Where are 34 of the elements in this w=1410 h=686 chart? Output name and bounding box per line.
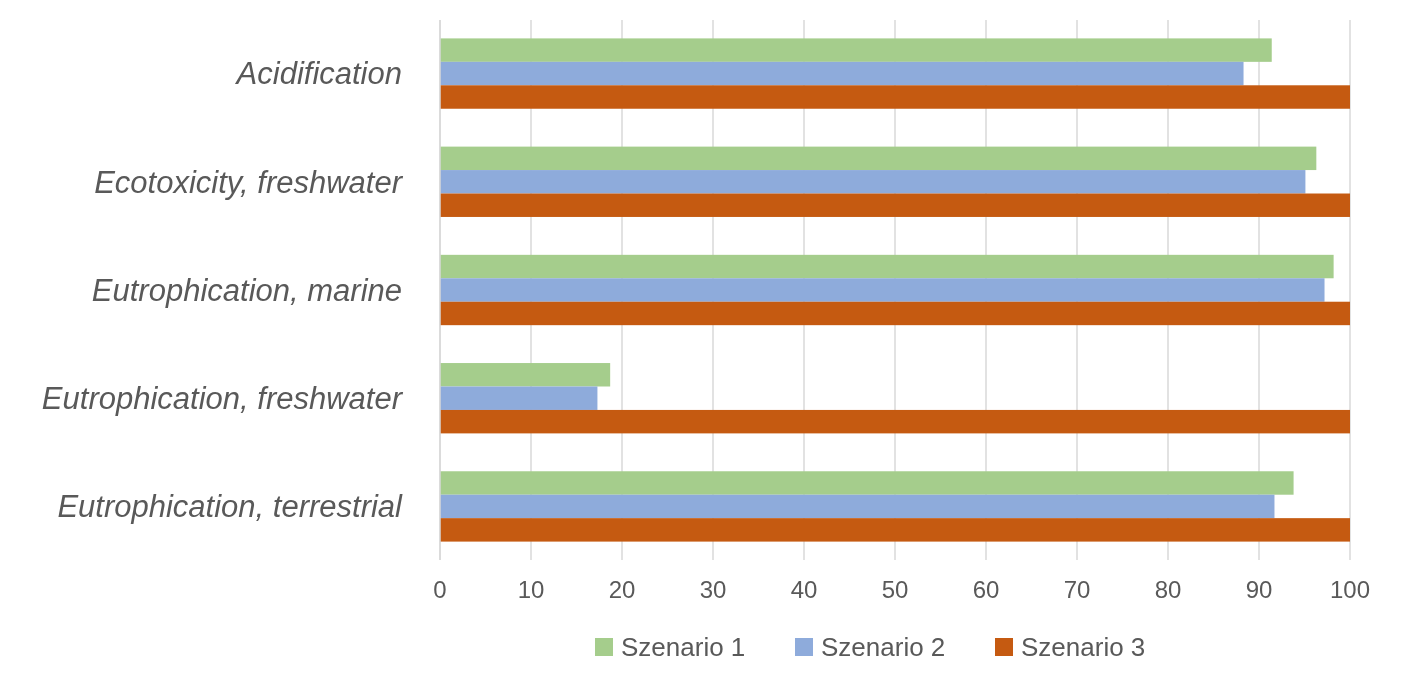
x-tick-label: 10 [517, 576, 545, 603]
y-tick-label: Eutrophication, freshwater [41, 381, 404, 417]
legend-label: Szenario 2 [821, 632, 946, 663]
bar [440, 38, 1272, 62]
bar [440, 386, 598, 410]
y-tick-label: Ecotoxicity, freshwater [94, 164, 404, 200]
bar [440, 193, 1350, 217]
x-tick-label: 40 [790, 576, 818, 603]
bar [440, 494, 1275, 519]
y-tick-label: Eutrophication, marine [91, 272, 402, 308]
bar [440, 170, 1306, 194]
x-tick-label: 80 [1154, 576, 1182, 603]
x-tick-label: 30 [699, 576, 727, 603]
bar [440, 61, 1244, 86]
bar [440, 301, 1350, 326]
x-tick-label: 90 [1245, 576, 1273, 603]
x-tick-label: 0 [433, 576, 447, 603]
bar [440, 146, 1317, 171]
x-tick-label: 50 [881, 576, 909, 603]
x-tick-label: 70 [1063, 576, 1091, 603]
x-tick-label: 20 [608, 576, 636, 603]
bar [440, 471, 1294, 495]
bar [440, 409, 1350, 434]
bar [440, 85, 1350, 109]
y-tick-label: Acidification [234, 56, 402, 92]
x-tick-label: 60 [972, 576, 1000, 603]
bar [440, 363, 611, 387]
bar [440, 278, 1325, 302]
bar [440, 518, 1350, 542]
x-tick-label: 100 [1329, 576, 1371, 603]
y-tick-label: Eutrophication, terrestrial [57, 489, 404, 525]
legend-label: Szenario 1 [621, 632, 746, 663]
bar [440, 254, 1334, 279]
legend-label: Szenario 3 [1021, 632, 1146, 663]
